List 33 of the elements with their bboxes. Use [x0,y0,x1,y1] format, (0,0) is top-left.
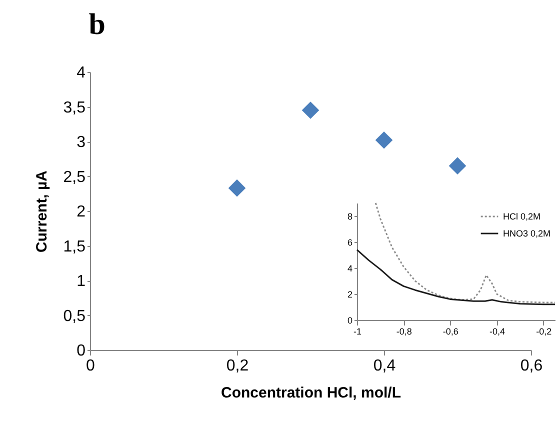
legend-label: HCl 0,2M [503,212,541,222]
x-axis-title: Concentration HCl, mol/L [221,384,401,402]
point [302,102,320,119]
y-tick-label: 2 [76,204,86,220]
chart-title: b [88,8,106,41]
y-tick-label: 4 [76,64,86,82]
y-tick-label: 0,5 [63,308,86,325]
line-series [356,249,556,306]
x-tick-label: -0,6 [442,326,458,336]
x-tick-label: -1 [353,326,362,336]
y-tick-label: 1 [76,273,86,290]
y-tick-label: 2,5 [63,168,86,186]
x-tick-label: -0,2 [536,326,552,336]
x-tick-label: 0,6 [520,358,543,374]
y-tick-label: 1,5 [63,238,86,256]
legend-label: HNO3 0,2M [503,228,551,238]
y-tick-label: 0 [347,316,352,326]
point [375,131,393,149]
x-tick-label: 0,2 [226,358,249,374]
x-tick-label: -0,4 [490,326,506,336]
y-tick-label: 3,5 [63,99,86,116]
line-series [374,202,556,304]
y-tick-label: 2 [347,290,352,300]
x-tick-label: -0,8 [396,326,412,336]
x-tick-label: 0,4 [373,358,396,374]
point [228,179,246,197]
y-tick-label: 6 [347,238,352,248]
y-tick-label: 8 [347,212,352,222]
y-tick-label: 0 [76,342,86,360]
y-axis-title: Current, µA [33,170,50,252]
y-tick-label: 4 [347,264,352,274]
y-tick-label: 3 [76,134,86,151]
point [448,157,466,174]
